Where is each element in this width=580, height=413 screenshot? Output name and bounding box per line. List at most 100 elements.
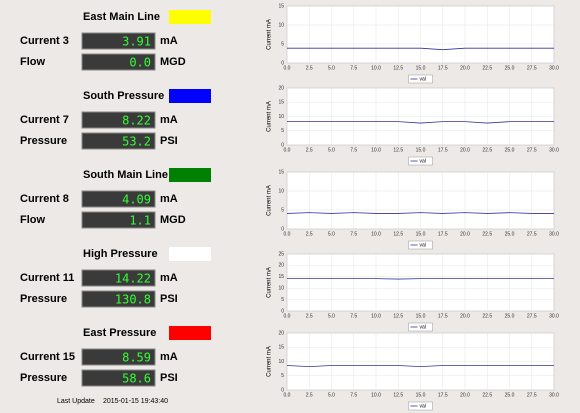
y-tick-label: 0 — [281, 142, 284, 148]
y-tick-label: 10 — [278, 286, 284, 292]
x-tick-label: 27.5 — [527, 313, 537, 319]
x-tick-label: 10.0 — [371, 313, 381, 319]
x-tick-label: 30.0 — [549, 231, 559, 237]
x-tick-label: 17.5 — [438, 231, 448, 237]
led-display — [81, 32, 156, 50]
panel-title: East Pressure — [83, 327, 156, 339]
x-tick-label: 10.0 — [371, 147, 381, 153]
x-tick-label: 15.0 — [416, 231, 426, 237]
x-tick-label: 30.0 — [549, 147, 559, 153]
y-axis-label: Current mA — [267, 185, 273, 216]
x-tick-label: 25.0 — [505, 65, 515, 71]
led-display — [81, 53, 156, 71]
x-tick-label: 0.0 — [284, 392, 291, 398]
panel-title: East Main Line — [83, 11, 160, 23]
x-tick-label: 27.5 — [527, 231, 537, 237]
y-tick-label: 5 — [281, 128, 284, 134]
unit: PSI — [160, 293, 178, 305]
x-tick-label: 25.0 — [505, 147, 515, 153]
y-axis-label: Current mA — [267, 267, 273, 298]
x-tick-label: 12.5 — [393, 231, 403, 237]
legend-box — [408, 240, 433, 250]
y-tick-label: 15 — [278, 3, 284, 9]
row-label: Current 15 — [20, 351, 75, 363]
x-tick-label: 7.5 — [350, 65, 357, 71]
x-tick-label: 12.5 — [393, 65, 403, 71]
row-label: Current 7 — [20, 114, 69, 126]
y-tick-label: 25 — [278, 251, 284, 257]
x-tick-label: 27.5 — [527, 65, 537, 71]
row-label: Flow — [20, 214, 45, 226]
y-tick-label: 5 — [281, 41, 284, 47]
x-tick-label: 17.5 — [438, 392, 448, 398]
x-tick-label: 20.0 — [460, 147, 470, 153]
x-tick-label: 20.0 — [460, 231, 470, 237]
legend-label: val — [420, 76, 426, 82]
unit: mA — [160, 114, 178, 126]
row-label: Flow — [20, 56, 45, 68]
y-axis-label: Current mA — [267, 346, 273, 377]
x-tick-label: 22.5 — [482, 392, 492, 398]
y-tick-label: 20 — [278, 85, 284, 91]
x-tick-label: 17.5 — [438, 313, 448, 319]
x-tick-label: 7.5 — [350, 147, 357, 153]
unit: mA — [160, 272, 178, 284]
x-tick-label: 27.5 — [527, 392, 537, 398]
x-tick-label: 10.0 — [371, 65, 381, 71]
x-tick-label: 25.0 — [505, 392, 515, 398]
led-display — [81, 132, 156, 150]
unit: mA — [160, 351, 178, 363]
x-tick-label: 15.0 — [416, 392, 426, 398]
x-tick-label: 15.0 — [416, 147, 426, 153]
series-line — [286, 212, 554, 214]
series-line — [287, 121, 554, 124]
led-value: 0.0 — [129, 56, 151, 70]
y-tick-label: 20 — [278, 263, 284, 269]
led-value: 8.22 — [122, 114, 151, 128]
x-tick-label: 0.0 — [284, 147, 291, 153]
legend-label: val — [420, 242, 426, 248]
legend-label: val — [420, 324, 426, 330]
x-tick-label: 15.0 — [416, 313, 426, 319]
x-tick-label: 22.5 — [482, 147, 492, 153]
x-tick-label: 22.5 — [482, 65, 492, 71]
y-axis-label: Current mA — [267, 19, 273, 50]
x-tick-label: 2.5 — [306, 65, 313, 71]
unit: mA — [160, 35, 178, 47]
y-axis-label: Current mA — [267, 101, 273, 132]
led-display — [81, 211, 156, 229]
x-tick-label: 17.5 — [438, 147, 448, 153]
x-tick-label: 2.5 — [306, 147, 313, 153]
panel-title: South Pressure — [83, 90, 164, 102]
x-tick-label: 2.5 — [306, 231, 313, 237]
y-tick-label: 5 — [281, 207, 284, 213]
x-tick-label: 10.0 — [371, 231, 381, 237]
footer-label: Last Update — [57, 398, 95, 405]
y-tick-label: 10 — [278, 114, 284, 120]
row-label: Pressure — [20, 372, 67, 384]
led-value: 58.6 — [122, 372, 151, 386]
x-tick-label: 2.5 — [306, 392, 313, 398]
x-tick-label: 17.5 — [438, 65, 448, 71]
panel-title: High Pressure — [83, 248, 158, 260]
row-label: Current 3 — [20, 35, 69, 47]
y-tick-label: 0 — [281, 226, 284, 232]
led-display — [81, 348, 156, 366]
x-tick-label: 30.0 — [549, 65, 559, 71]
x-tick-label: 12.5 — [393, 147, 403, 153]
led-display — [81, 111, 156, 129]
x-tick-label: 7.5 — [350, 392, 357, 398]
x-tick-label: 20.0 — [460, 313, 470, 319]
led-value: 4.09 — [122, 193, 151, 207]
unit: PSI — [160, 372, 178, 384]
led-display — [81, 269, 156, 287]
x-tick-label: 7.5 — [350, 231, 357, 237]
x-tick-label: 2.5 — [306, 313, 313, 319]
footer-timestamp: 2015-01-15 19:43:40 — [103, 398, 168, 405]
status-color — [169, 168, 211, 182]
y-tick-label: 5 — [281, 297, 284, 303]
row-label: Current 8 — [20, 193, 69, 205]
x-tick-label: 0.0 — [284, 231, 291, 237]
row-label: Current 11 — [20, 272, 74, 284]
x-tick-label: 10.0 — [371, 392, 381, 398]
